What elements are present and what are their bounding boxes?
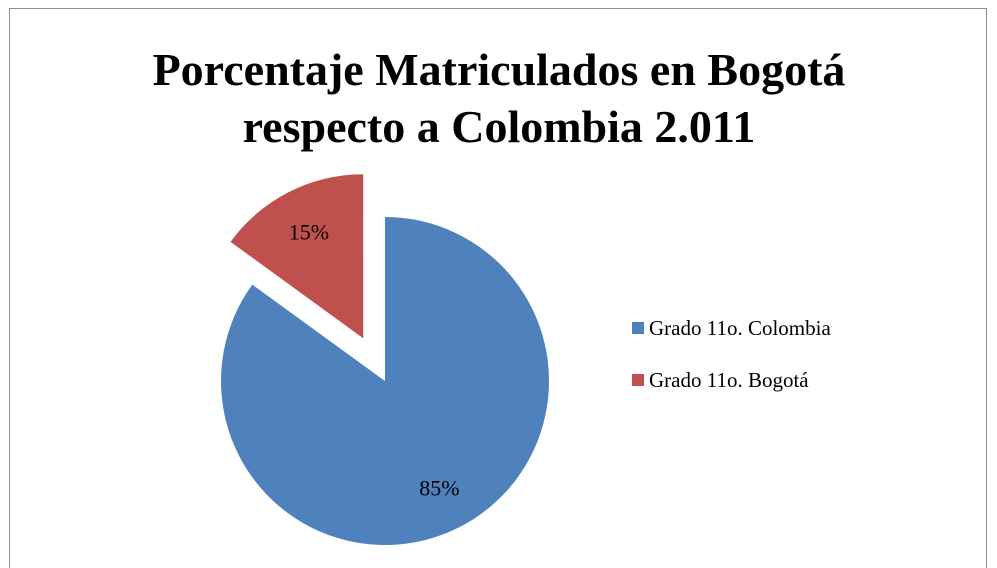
chart-title-line-2: respecto a Colombia 2.011 [242,101,756,152]
chart-title-line-1: Porcentaje Matriculados en Bogotá [152,44,846,95]
legend-swatch-bogota [632,374,644,386]
chart-title: Porcentaje Matriculados en Bogotá respec… [10,41,988,155]
legend-label-bogota: Grado 11o. Bogotá [649,367,809,392]
pie-slice-colombia [220,217,549,545]
data-label-bogota: 15% [289,220,329,245]
legend-item-bogota: Grado 11o. Bogotá [632,367,831,393]
pie-slice-bogota [230,174,364,339]
legend: Grado 11o. Colombia Grado 11o. Bogotá [632,315,831,419]
legend-swatch-colombia [632,322,644,334]
legend-item-colombia: Grado 11o. Colombia [632,315,831,341]
pie-plot: 85% 15% [220,174,549,545]
legend-label-colombia: Grado 11o. Colombia [649,315,831,340]
data-label-colombia: 85% [419,476,459,501]
chart-area: Porcentaje Matriculados en Bogotá respec… [9,8,987,568]
